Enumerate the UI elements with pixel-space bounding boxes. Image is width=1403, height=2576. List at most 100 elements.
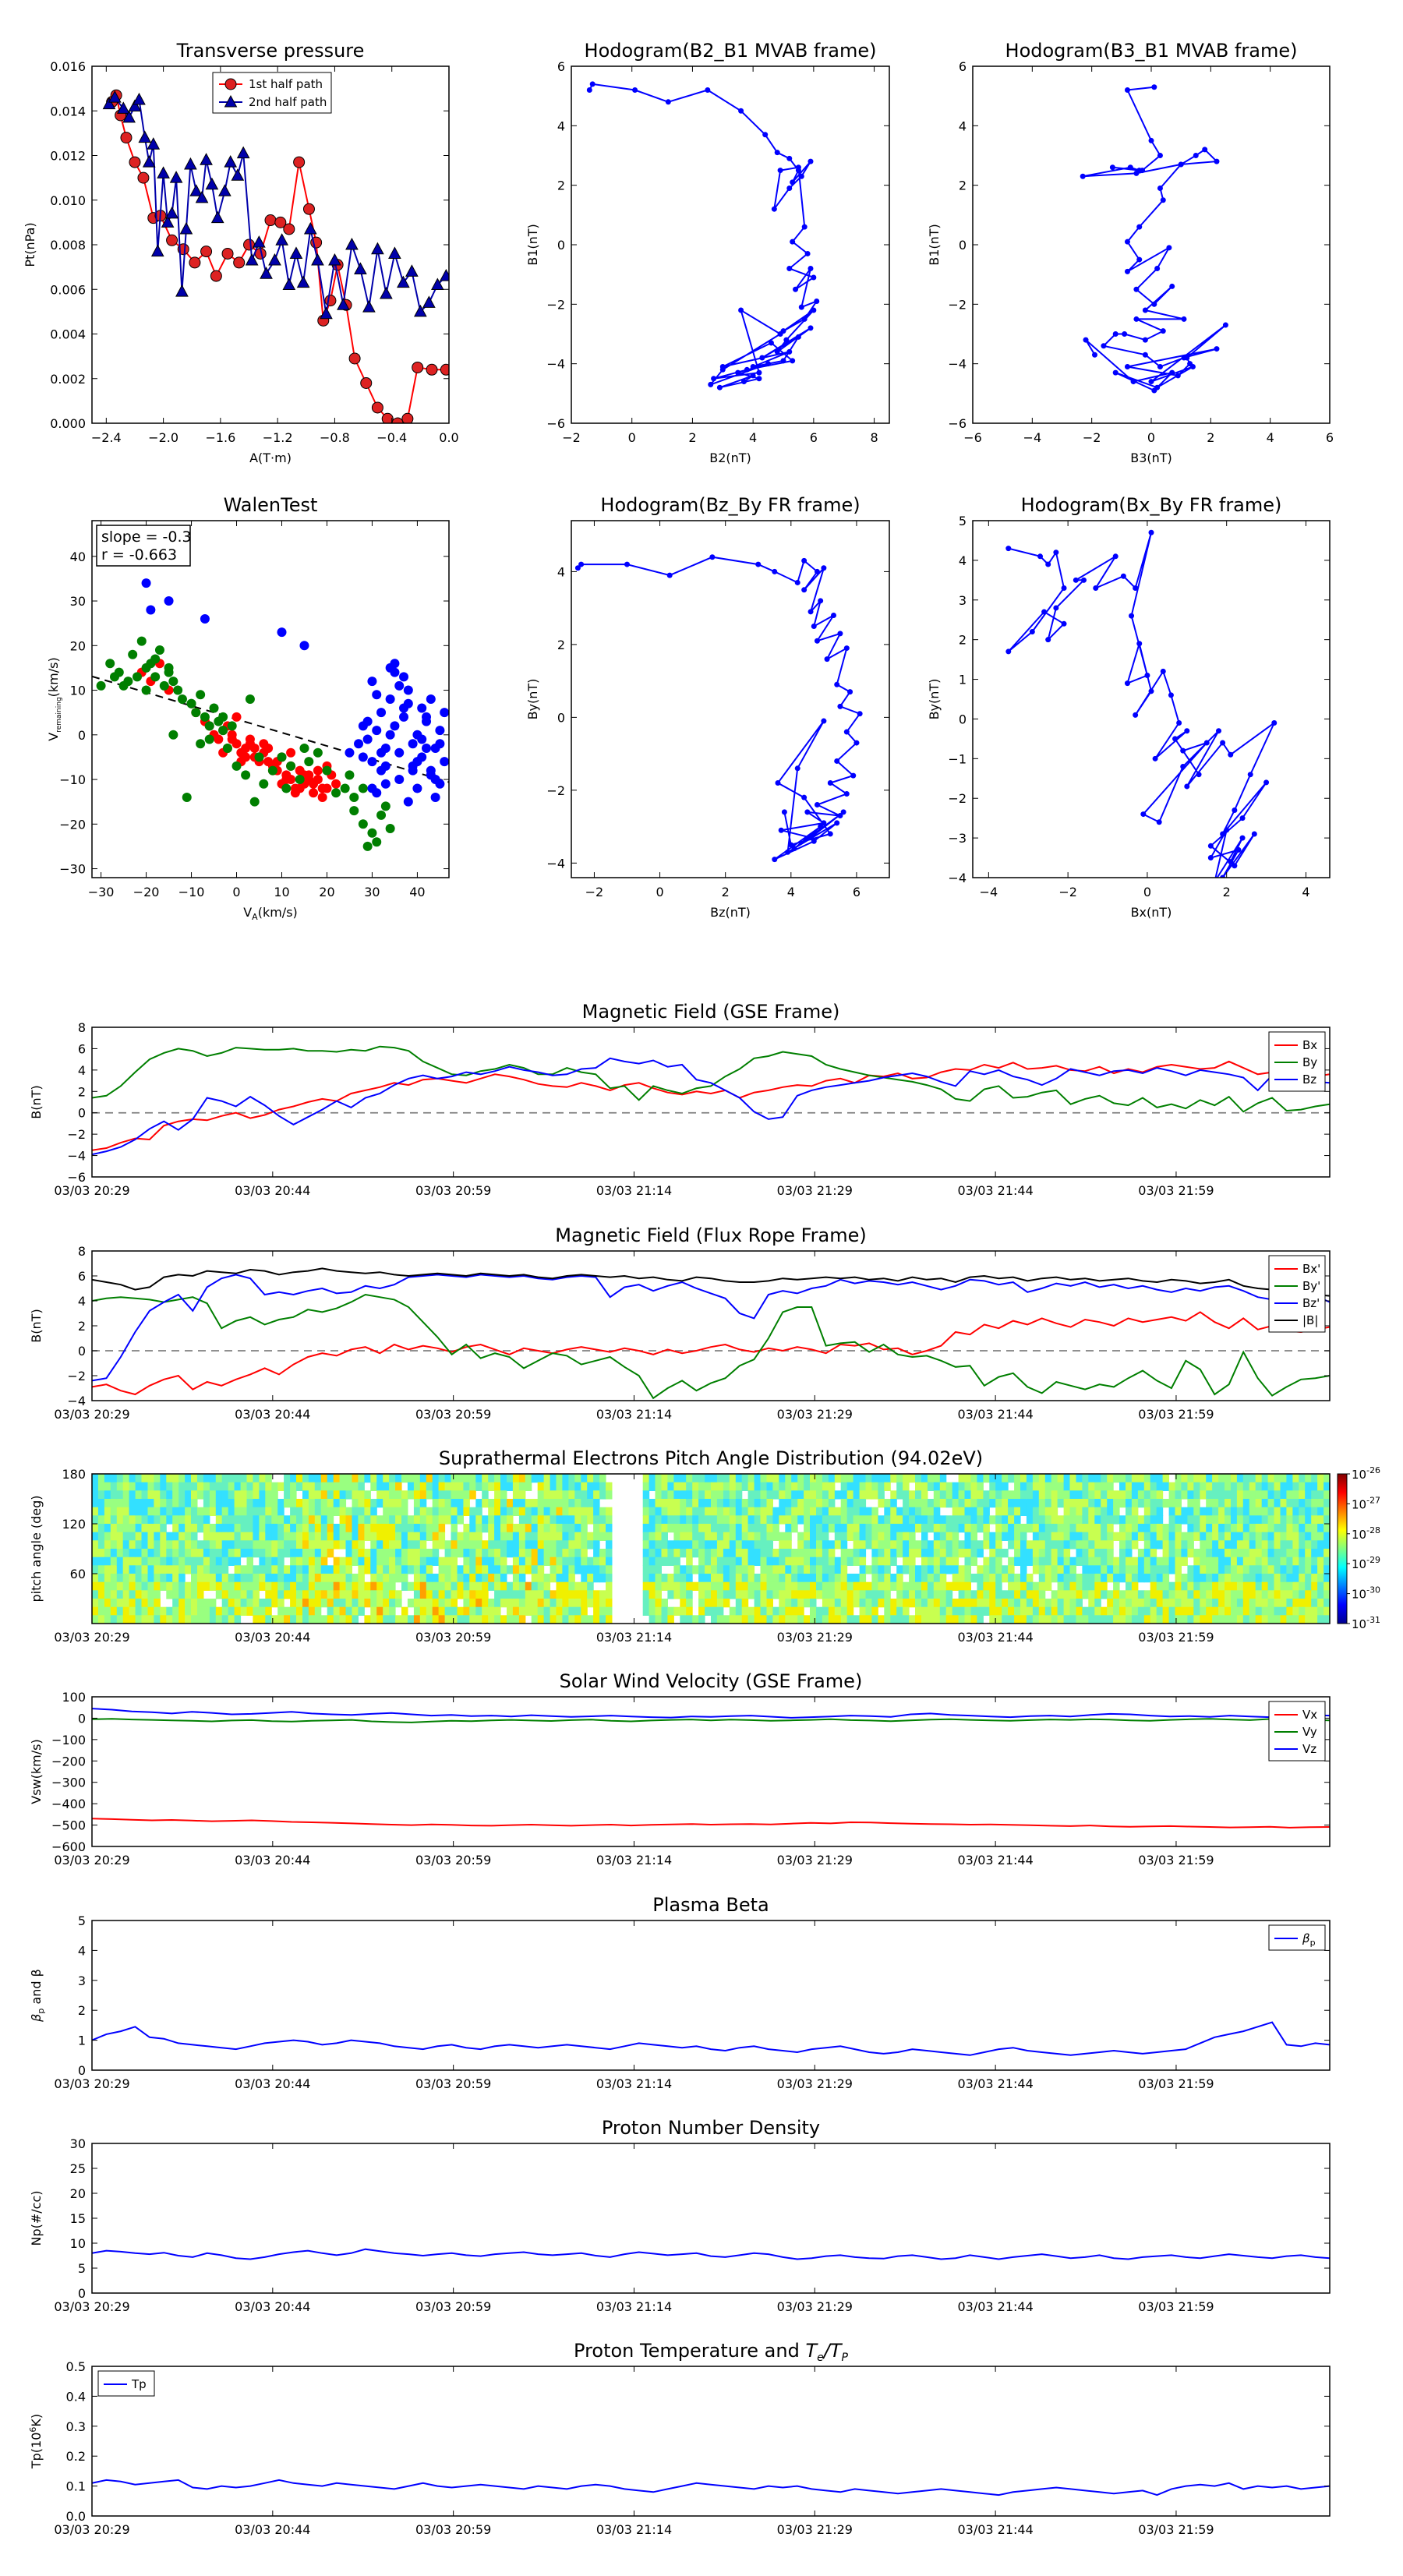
data-point: [711, 376, 717, 382]
heatmap-cell: [438, 1590, 446, 1599]
heatmap-cell: [537, 1581, 545, 1591]
heatmap-cell: [203, 1615, 210, 1624]
heatmap-cell: [562, 1515, 569, 1525]
heatmap-cell: [705, 1490, 712, 1500]
heatmap-cell: [989, 1540, 996, 1549]
heatmap-cell: [469, 1490, 476, 1500]
heatmap-cell: [1101, 1549, 1108, 1558]
heatmap-cell: [160, 1615, 167, 1624]
data-point: [1232, 807, 1238, 813]
heatmap-cell: [302, 1599, 309, 1608]
heatmap-cell: [333, 1482, 341, 1491]
heatmap-cell: [104, 1557, 111, 1566]
heatmap-cell: [878, 1599, 885, 1608]
heatmap-cell: [1236, 1474, 1244, 1483]
heatmap-cell: [166, 1565, 173, 1574]
heatmap-cell: [840, 1581, 848, 1591]
heatmap-cell: [215, 1549, 223, 1558]
heatmap-cell: [735, 1490, 743, 1500]
heatmap-cell: [129, 1499, 136, 1508]
heatmap-cell: [1193, 1507, 1200, 1516]
heatmap-cell: [1094, 1532, 1101, 1541]
heatmap-cell: [358, 1532, 365, 1541]
heatmap-cell: [1026, 1474, 1034, 1483]
heatmap-cell: [1206, 1565, 1213, 1574]
y-tick-label: 0.0: [66, 2509, 86, 2524]
heatmap-cell: [933, 1581, 941, 1591]
heatmap-cell: [970, 1599, 977, 1608]
heatmap-cell: [1014, 1574, 1021, 1583]
heatmap-cell: [964, 1482, 971, 1491]
series-line-data: [92, 2248, 1330, 2260]
heatmap-cell: [871, 1615, 878, 1624]
heatmap-cell: [698, 1532, 705, 1541]
marker-circle: [274, 216, 287, 228]
heatmap-cell: [810, 1615, 817, 1624]
scatter-point: [367, 677, 377, 687]
heatmap-cell: [716, 1549, 724, 1558]
heatmap-cell: [154, 1540, 161, 1549]
heatmap-cell: [1069, 1532, 1076, 1541]
heatmap-cell: [772, 1474, 779, 1483]
heatmap-cell: [1206, 1524, 1213, 1533]
heatmap-cell: [290, 1606, 297, 1616]
marker-circle: [129, 156, 141, 168]
heatmap-cell: [345, 1507, 352, 1516]
heatmap-cell: [1156, 1524, 1164, 1533]
heatmap-cell: [92, 1524, 99, 1533]
heatmap-cell: [562, 1565, 569, 1574]
heatmap-cell: [463, 1507, 470, 1516]
heatmap-cell: [859, 1606, 867, 1616]
heatmap-cell: [1242, 1590, 1250, 1599]
heatmap-cell: [141, 1515, 148, 1525]
heatmap-cell: [1057, 1532, 1065, 1541]
heatmap-cell: [271, 1565, 278, 1574]
heatmap-cell: [1101, 1565, 1108, 1574]
heatmap-cell: [413, 1590, 421, 1599]
heatmap-cell: [921, 1507, 928, 1516]
data-point: [811, 307, 817, 313]
heatmap-cell: [723, 1507, 730, 1516]
heatmap-cell: [525, 1515, 532, 1525]
data-point: [840, 809, 846, 815]
heatmap-cell: [413, 1557, 421, 1566]
heatmap-cell: [482, 1599, 489, 1608]
heatmap-cell: [451, 1540, 458, 1549]
heatmap-cell: [345, 1482, 352, 1491]
heatmap-cell: [1162, 1549, 1170, 1558]
time-tick-label: 03/03 21:59: [1138, 1630, 1214, 1645]
heatmap-cell: [915, 1499, 922, 1508]
heatmap-cell: [308, 1557, 316, 1566]
legend-label: |B|: [1302, 1313, 1318, 1327]
heatmap-cell: [952, 1549, 959, 1558]
heatmap-cell: [364, 1615, 371, 1624]
heatmap-cell: [407, 1557, 415, 1566]
heatmap-cell: [1032, 1499, 1040, 1508]
scatter-point: [204, 721, 214, 731]
heatmap-cell: [358, 1549, 365, 1558]
heatmap-cell: [711, 1524, 718, 1533]
heatmap-cell: [339, 1474, 347, 1483]
heatmap-cell: [754, 1515, 762, 1525]
heatmap-cell: [507, 1507, 514, 1516]
heatmap-cell: [537, 1474, 545, 1483]
scatter-point: [317, 783, 327, 793]
heatmap-cell: [865, 1532, 872, 1541]
heatmap-cell: [903, 1515, 910, 1525]
heatmap-cell: [896, 1565, 903, 1574]
heatmap-cell: [110, 1574, 118, 1583]
heatmap-cell: [1231, 1549, 1238, 1558]
heatmap-cell: [203, 1581, 210, 1591]
heatmap-cell: [1082, 1590, 1089, 1599]
heatmap-cell: [1218, 1590, 1225, 1599]
heatmap-cell: [1225, 1499, 1232, 1508]
heatmap-cell: [537, 1540, 545, 1549]
y-label-main: B(nT): [29, 1309, 44, 1342]
heatmap-cell: [314, 1599, 322, 1608]
heatmap-cell: [1014, 1532, 1021, 1541]
heatmap-cell: [587, 1482, 594, 1491]
heatmap-cell: [772, 1490, 779, 1500]
data-point: [1207, 843, 1214, 849]
heatmap-cell: [958, 1590, 966, 1599]
marker-triangle: [253, 235, 266, 248]
